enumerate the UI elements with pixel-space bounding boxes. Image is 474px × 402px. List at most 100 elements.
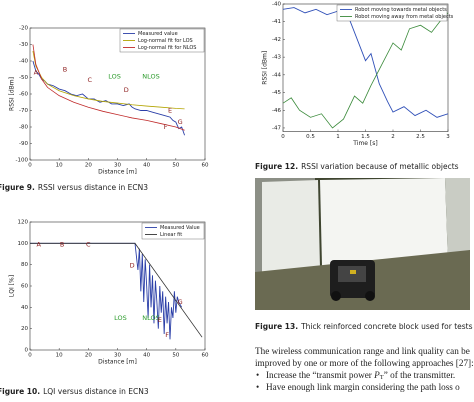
- x-tick-label: 50: [172, 353, 179, 359]
- y-tick-label: -47: [272, 125, 281, 131]
- legend-label: Robot moving away from metal objects: [355, 14, 454, 20]
- x-tick-label: 1: [336, 134, 340, 140]
- x-tick-label: 0.5: [306, 134, 315, 140]
- x-tick-label: 60: [202, 163, 209, 169]
- legend-label: Measured value: [138, 31, 178, 37]
- annotation: E: [158, 316, 162, 324]
- x-tick-label: 20: [85, 163, 92, 169]
- series-line: [30, 242, 183, 340]
- legend-label: Log-normal fit for NLOS: [138, 45, 196, 51]
- y-axis-label: LQI [%]: [9, 275, 16, 297]
- annotation: B: [60, 240, 64, 248]
- x-tick-label: 1.5: [361, 134, 370, 140]
- y-tick-label: -90: [19, 141, 28, 147]
- y-tick-label: -41: [272, 19, 281, 25]
- x-tick-label: 0: [28, 163, 32, 169]
- plot-marks: [32, 44, 186, 136]
- y-axis-label: RSSI [dBm]: [262, 51, 269, 85]
- bullet-symbol: P: [373, 370, 380, 380]
- bullet-dot: •: [256, 382, 259, 392]
- x-tick-label: 3: [446, 134, 450, 140]
- bullet-subscript: T: [380, 374, 384, 381]
- x-tick-label: 2: [391, 134, 395, 140]
- annotation: B: [63, 65, 67, 73]
- series-line: [283, 12, 448, 129]
- y-tick-label: -40: [19, 59, 28, 65]
- x-tick-label: 40: [143, 163, 150, 169]
- series-line: [30, 242, 203, 338]
- plot-area: [29, 221, 206, 351]
- legend-label: Log-normal fit for LOS: [138, 38, 193, 44]
- caption-text: RSSI variation because of metallic objec…: [301, 162, 459, 171]
- y-tick-label: -43: [272, 55, 281, 61]
- annotation: A: [34, 69, 39, 77]
- annotation: NLOS: [142, 314, 160, 322]
- bullet-dot: •: [256, 370, 259, 380]
- x-axis-label: Time [s]: [352, 140, 377, 147]
- x-tick-label: 30: [114, 353, 121, 359]
- series-line: [283, 7, 448, 118]
- annotation: C: [88, 76, 93, 84]
- body-line: The wireless communication range and lin…: [255, 346, 470, 356]
- y-tick-label: 40: [21, 305, 28, 311]
- caption-label: Figure 10.: [0, 387, 40, 396]
- legend-box: [119, 28, 205, 53]
- legend-label: Robot moving towards metal objects: [355, 7, 447, 13]
- y-tick-label: -30: [19, 42, 28, 48]
- annotation: G: [178, 118, 183, 126]
- y-tick-label: -100: [16, 158, 29, 164]
- y-tick-label: -44: [272, 72, 281, 78]
- plot-area: [282, 3, 449, 132]
- x-tick-label: 60: [202, 353, 209, 359]
- legend-box: [336, 4, 448, 22]
- caption-label: Figure 13.: [255, 322, 298, 331]
- x-tick-label: 10: [56, 353, 63, 359]
- annotation: D: [124, 86, 129, 94]
- annotation: C: [86, 240, 91, 248]
- y-tick-label: -60: [19, 92, 28, 98]
- y-axis-label: RSSI [dBm]: [9, 77, 16, 111]
- annotation: D: [130, 262, 135, 270]
- x-tick-label: 40: [143, 353, 150, 359]
- photo: [255, 178, 470, 310]
- caption-text: RSSI versus distance in ECN3: [38, 183, 148, 192]
- y-tick-label: -80: [19, 125, 28, 131]
- caption-label: Figure 9.: [0, 183, 35, 192]
- x-axis-label: Distance [m]: [98, 169, 137, 176]
- y-tick-label: -46: [272, 108, 281, 114]
- figure-caption: Figure 9. RSSI versus distance in ECN3: [0, 183, 148, 192]
- x-tick-label: 10: [56, 163, 63, 169]
- annotation: A: [37, 240, 42, 248]
- y-tick-label: 0: [25, 348, 29, 354]
- y-tick-label: 60: [21, 284, 28, 290]
- x-tick-label: 20: [85, 353, 92, 359]
- annotation: F: [164, 123, 168, 131]
- y-tick-label: -42: [272, 37, 281, 43]
- figure-caption: Figure 10. LQI versus distance in ECN3: [0, 387, 149, 396]
- legend-label: Linear fit: [160, 232, 182, 238]
- series-line: [32, 44, 185, 131]
- annotation: F: [165, 331, 169, 339]
- annotation: LOS: [114, 314, 127, 322]
- y-tick-label: 120: [18, 220, 29, 226]
- x-tick-label: 2.5: [416, 134, 425, 140]
- y-tick-label: 100: [18, 241, 29, 247]
- caption-label: Figure 12.: [255, 162, 298, 171]
- legend-label: Measured Value: [160, 225, 200, 231]
- plot-marks: [283, 7, 448, 129]
- y-tick-label: -45: [272, 90, 281, 96]
- y-tick-label: 20: [21, 326, 28, 332]
- x-axis-label: Distance [m]: [98, 359, 137, 366]
- annotation: LOS: [108, 73, 121, 81]
- y-tick-label: -70: [19, 108, 28, 114]
- bullet-text: Have enough link margin considering the …: [266, 382, 460, 392]
- annotation: E: [168, 107, 172, 115]
- series-line: [32, 60, 186, 136]
- annotation: G: [178, 298, 183, 306]
- annotation: NLOS: [142, 73, 160, 81]
- bullet-part: ” of the transmitter.: [384, 370, 455, 380]
- x-tick-label: 0: [281, 134, 285, 140]
- x-tick-label: 50: [172, 163, 179, 169]
- caption-text: Thick reinforced concrete block used for…: [300, 322, 473, 331]
- bullet-text: Increase the “transmit power PT” of the …: [266, 370, 455, 381]
